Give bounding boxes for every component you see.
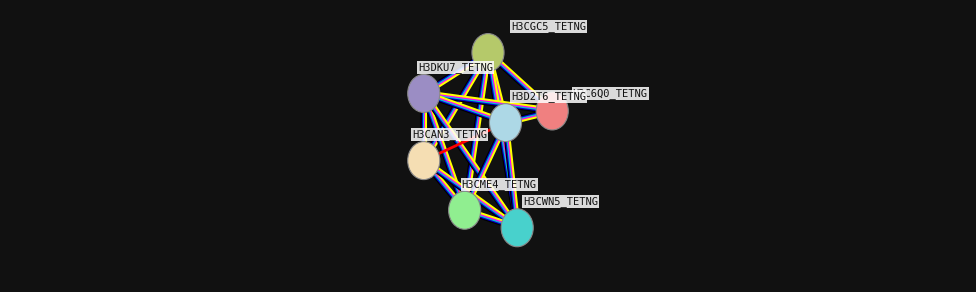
Text: H3D2T6_TETNG: H3D2T6_TETNG	[511, 91, 587, 102]
Ellipse shape	[408, 74, 440, 112]
Ellipse shape	[408, 142, 440, 180]
Ellipse shape	[489, 104, 521, 142]
Text: H3CAN3_TETNG: H3CAN3_TETNG	[412, 129, 487, 140]
Text: H3DKU7_TETNG: H3DKU7_TETNG	[418, 62, 493, 73]
Text: H3C6Q0_TETNG: H3C6Q0_TETNG	[573, 88, 648, 99]
Ellipse shape	[501, 209, 533, 247]
Ellipse shape	[449, 191, 481, 229]
Ellipse shape	[536, 92, 568, 130]
Text: H3CGC5_TETNG: H3CGC5_TETNG	[511, 21, 587, 32]
Ellipse shape	[472, 34, 504, 72]
Text: H3CME4_TETNG: H3CME4_TETNG	[462, 179, 537, 190]
Text: H3CWN5_TETNG: H3CWN5_TETNG	[523, 197, 598, 207]
